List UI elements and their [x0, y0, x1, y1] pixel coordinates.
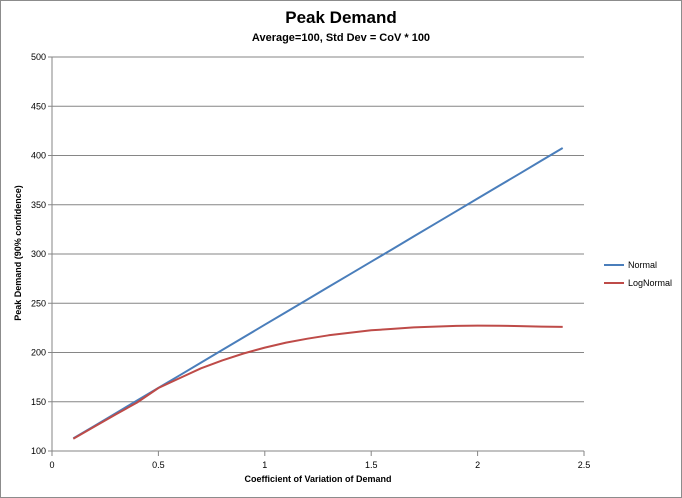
y-tick-label-300: 300: [31, 249, 46, 259]
chart-subtitle: Average=100, Std Dev = CoV * 100: [251, 32, 431, 44]
legend-item-normal: Normal: [604, 256, 672, 274]
legend-swatch-normal: [604, 264, 624, 266]
x-tick-label-0: 0: [49, 460, 54, 470]
y-tick-label-250: 250: [31, 298, 46, 308]
x-tick-label-1.5: 1.5: [365, 460, 378, 470]
legend: Normal LogNormal: [604, 256, 672, 292]
y-tick-label-450: 450: [31, 101, 46, 111]
x-axis-label: Coefficient of Variation of Demand: [244, 474, 392, 484]
legend-swatch-lognormal: [604, 282, 624, 284]
y-tick-label-200: 200: [31, 348, 46, 358]
legend-item-lognormal: LogNormal: [604, 274, 672, 292]
legend-label-lognormal: LogNormal: [628, 278, 673, 288]
legend-label-normal: Normal: [628, 260, 658, 270]
x-tick-label-2: 2: [475, 460, 480, 470]
x-tick-label-0.5: 0.5: [152, 460, 165, 470]
x-tick-label-1: 1: [262, 460, 267, 470]
y-tick-label-400: 400: [31, 151, 46, 161]
y-tick-label-500: 500: [31, 52, 46, 62]
chart-title: Peak Demand: [285, 8, 397, 27]
y-tick-label-350: 350: [31, 200, 46, 210]
y-tick-label-100: 100: [31, 446, 46, 456]
y-tick-label-150: 150: [31, 397, 46, 407]
y-axis-label: Peak Demand (90% confidence): [13, 185, 23, 321]
x-tick-label-2.5: 2.5: [578, 460, 591, 470]
series-line-lognormal: [72, 324, 563, 440]
